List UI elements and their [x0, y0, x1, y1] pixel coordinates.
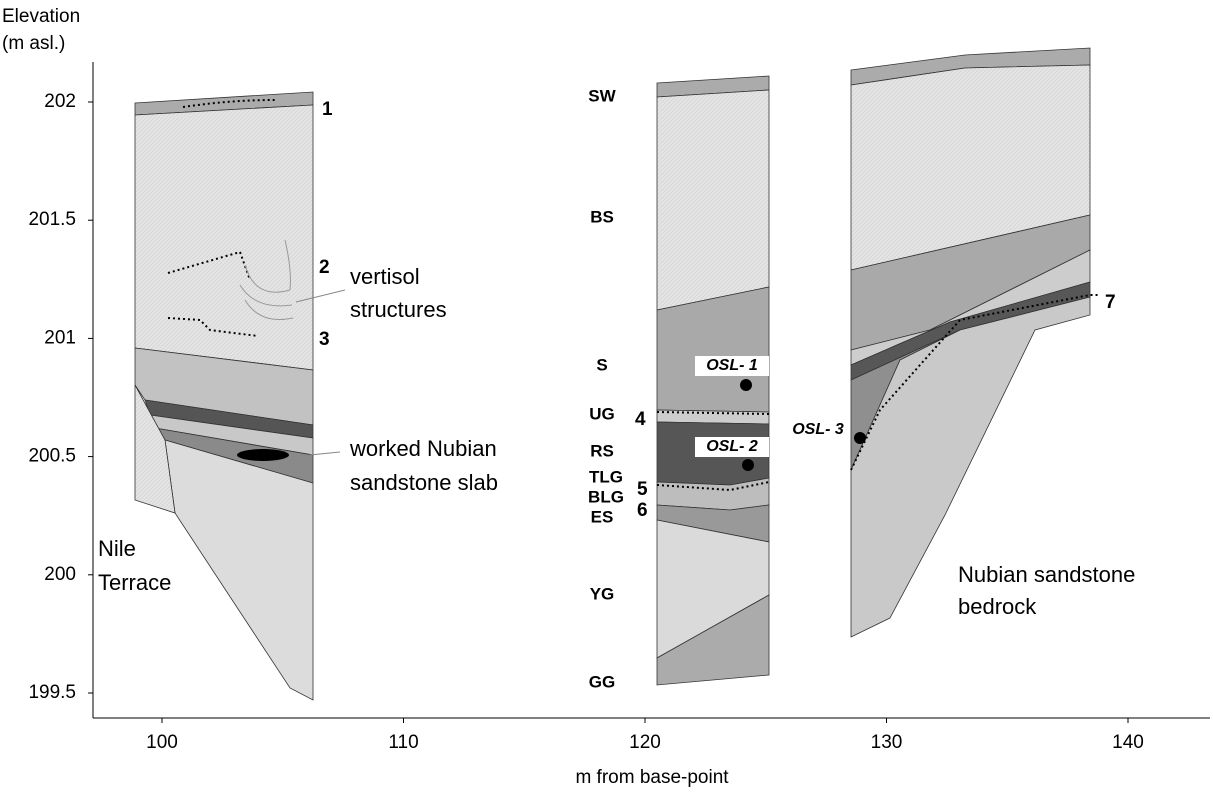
y-tick-label: 200 — [44, 564, 76, 585]
x-title: m from base-point — [575, 767, 729, 788]
layer-code: S — [596, 355, 607, 374]
y-tick-label: 201.5 — [28, 209, 76, 230]
marker: 4 — [635, 409, 646, 430]
body: {"axes": {"y_title": ["Elevation", "(m a… — [0, 0, 1213, 797]
x-tick-label: 140 — [1112, 732, 1144, 753]
y-title: Elevation — [2, 6, 80, 27]
y-tick-label: 200.5 — [28, 446, 76, 467]
layer-code: BS — [590, 207, 614, 226]
diagram: Elevation (m asl.) m from base-point SW … — [0, 0, 1213, 797]
sample-point — [742, 459, 754, 471]
right-section — [851, 48, 1100, 637]
annotation: Terrace — [98, 570, 171, 595]
layer-code: SW — [588, 86, 616, 105]
annotation: structures — [350, 297, 447, 322]
y-tick-label: 201 — [44, 327, 76, 348]
annotation: Nile — [98, 536, 136, 561]
layer-code: YG — [590, 584, 615, 603]
y-title: (m asl.) — [2, 33, 65, 54]
sample-label: OSL- 2 — [706, 438, 758, 455]
x-tick-label: 100 — [146, 732, 178, 753]
annotation: sandstone slab — [350, 470, 498, 495]
layer-code: ES — [591, 507, 614, 526]
left-section — [135, 92, 345, 700]
layer-code: BLG — [588, 487, 624, 506]
x-tick-label: 110 — [388, 732, 418, 753]
layer-code: GG — [589, 672, 615, 691]
marker: 2 — [319, 257, 330, 278]
y-tick-label: 202 — [44, 91, 76, 112]
marker: 1 — [322, 99, 333, 120]
marker: 5 — [637, 479, 648, 500]
page: body { margin: 0; background: #fff; font… — [0, 0, 1213, 797]
annotation: worked Nubian — [349, 436, 497, 461]
x-tick-label: 130 — [871, 732, 903, 753]
y-tick-label: 199.5 — [28, 682, 76, 703]
annotation: bedrock — [958, 594, 1037, 619]
marker: 7 — [1105, 292, 1116, 313]
x-tick-label: 120 — [629, 732, 661, 753]
sample-label: OSL- 3 — [792, 421, 844, 438]
sample-point — [740, 379, 752, 391]
layer-code: TLG — [589, 467, 623, 486]
annotation: vertisol — [350, 264, 420, 289]
annotation: Nubian sandstone — [958, 562, 1135, 587]
sandstone-slab — [237, 449, 289, 461]
sample-point — [854, 432, 866, 444]
sample-label: OSL- 1 — [706, 357, 758, 374]
layer-code: UG — [589, 404, 615, 423]
marker: 3 — [319, 329, 330, 350]
marker: 6 — [637, 500, 648, 521]
middle-section — [657, 76, 769, 685]
layer-code: RS — [590, 441, 614, 460]
